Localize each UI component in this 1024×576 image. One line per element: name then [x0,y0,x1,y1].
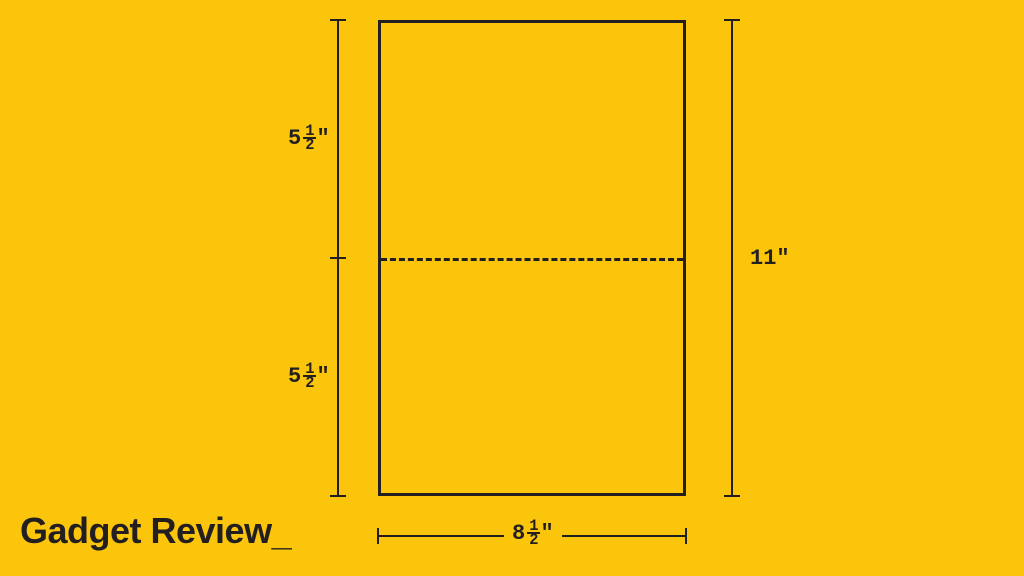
fraction-whole: 5 [288,126,301,151]
fraction-denominator: 2 [303,139,316,151]
fraction-denominator: 2 [527,534,540,546]
dimension-cap [685,528,688,544]
unit-mark: ″ [540,521,553,546]
dimension-value: 11″ [750,246,790,271]
dimension-label-left-bottom: 5 1 2 ″ [288,363,330,390]
fraction-stack: 1 2 [303,125,316,152]
dimension-cap [330,495,346,498]
fraction-whole: 8 [512,521,525,546]
dimension-cap [724,495,740,498]
fraction: 5 1 2 [288,363,316,390]
unit-mark: ″ [316,364,329,389]
diagram-canvas: 11″ 5 1 2 ″ 5 1 2 ″ 8 1 [0,0,1024,576]
dimension-label-right: 11″ [746,244,794,273]
fraction-denominator: 2 [303,377,316,389]
brand-text: Gadget Review [20,510,272,551]
fraction-whole: 5 [288,364,301,389]
brand-logo: Gadget Review_ [20,510,291,552]
fraction-stack: 1 2 [527,520,540,547]
unit-mark: ″ [316,126,329,151]
dimension-cap [330,19,346,22]
dimension-cap [724,19,740,22]
dimension-label-left-top: 5 1 2 ″ [288,125,330,152]
brand-cursor: _ [272,512,292,554]
fold-line [381,258,683,261]
dimension-line-left-bottom [337,258,340,496]
fraction: 8 1 2 [512,520,540,547]
dimension-line-right [731,20,734,496]
dimension-line-left-top [337,20,340,258]
dimension-label-bottom: 8 1 2 ″ [504,518,562,549]
dimension-cap [377,528,380,544]
dimension-cap [330,257,346,260]
fraction-stack: 1 2 [303,363,316,390]
fraction: 5 1 2 [288,125,316,152]
